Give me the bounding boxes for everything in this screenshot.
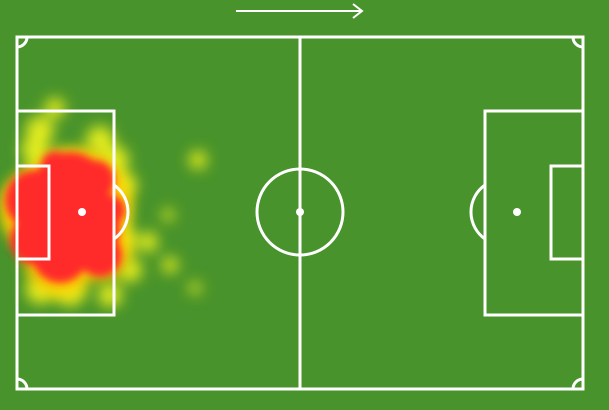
heat-blob (162, 257, 178, 273)
corner-arc-tl (16, 36, 29, 49)
corner-arc-tr (571, 36, 584, 49)
center-circle (255, 167, 345, 257)
heat-blob (189, 282, 201, 294)
left-goal-area (15, 164, 51, 261)
heat-blob (189, 151, 207, 169)
heat-blob (98, 283, 122, 307)
left-penalty-spot (78, 208, 86, 216)
heat-blob (138, 232, 158, 252)
heat-blob (75, 160, 115, 200)
right-penalty-spot (513, 208, 521, 216)
heat-blob (86, 126, 114, 154)
heat-blob (95, 195, 125, 225)
arrow-right-icon (236, 3, 364, 19)
corner-arc-br (571, 377, 584, 390)
heat-blob (32, 227, 88, 283)
heat-blob (45, 98, 65, 118)
center-spot (296, 208, 304, 216)
heat-blob (78, 233, 122, 277)
heat-blob (162, 209, 174, 221)
right-penalty-arc (469, 183, 486, 241)
corner-arc-bl (16, 377, 29, 390)
left-penalty-arc (113, 183, 130, 241)
right-goal-area (549, 164, 585, 261)
